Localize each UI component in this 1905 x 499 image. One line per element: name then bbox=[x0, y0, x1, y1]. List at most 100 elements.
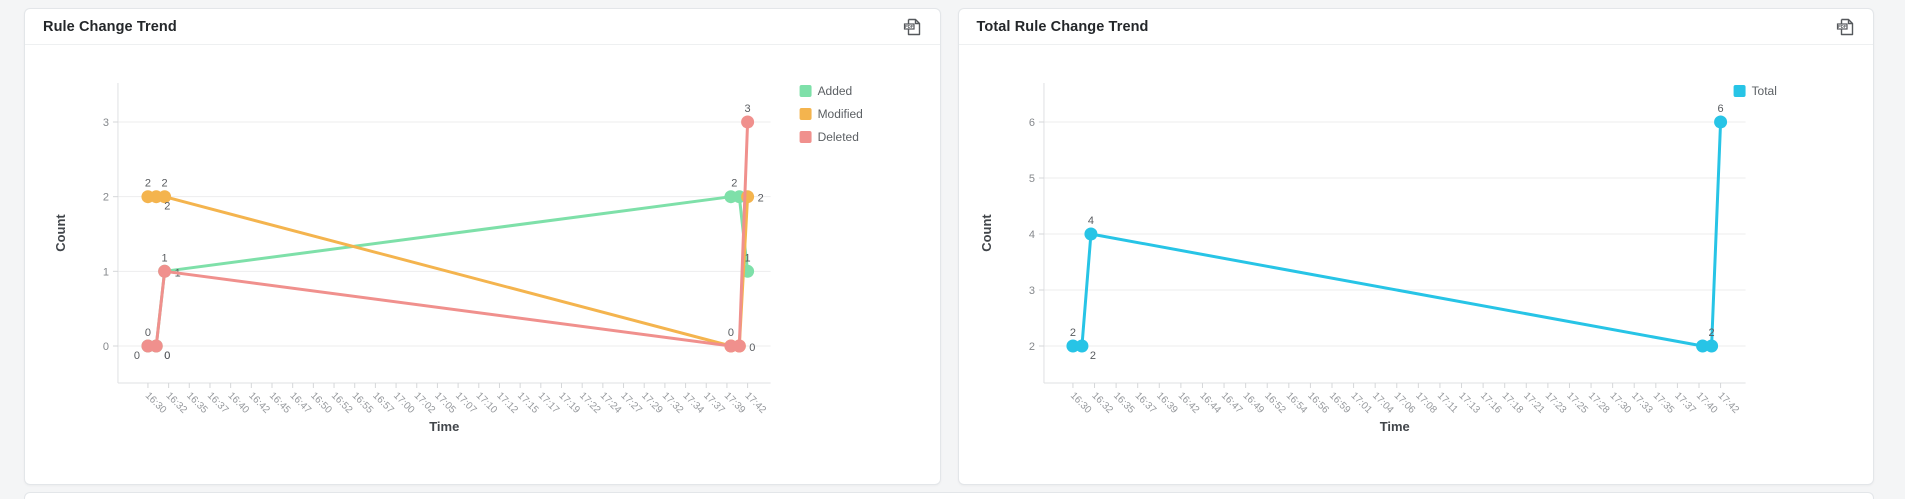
x-axis-label: Time bbox=[429, 419, 459, 434]
dashboard-row: Rule Change Trend PDF 0 1 2 3 16:30 16:32 16:3… bbox=[24, 8, 1874, 485]
data-point-label: 2 bbox=[1089, 350, 1095, 362]
svg-text:16:47: 16:47 bbox=[288, 390, 314, 416]
data-point-label: 0 bbox=[749, 342, 755, 354]
svg-text:17:02: 17:02 bbox=[412, 390, 438, 416]
svg-text:16:47: 16:47 bbox=[1218, 390, 1244, 416]
x-axis-label: Time bbox=[1379, 419, 1409, 434]
panel-header: Rule Change Trend PDF bbox=[25, 9, 940, 45]
data-point-label: 0 bbox=[145, 327, 151, 339]
x-axis-ticks: 16:3016:3216:3516:3716:4016:4216:4516:47… bbox=[143, 383, 768, 416]
data-point[interactable] bbox=[149, 339, 163, 353]
pdf-export-icon: PDF bbox=[903, 18, 920, 35]
data-point-label: 2 bbox=[145, 178, 151, 190]
svg-text:17:30: 17:30 bbox=[1607, 390, 1633, 416]
svg-text:17:25: 17:25 bbox=[1564, 390, 1590, 416]
data-point[interactable] bbox=[1083, 227, 1097, 241]
data-point[interactable] bbox=[732, 339, 746, 353]
svg-text:17:24: 17:24 bbox=[598, 390, 624, 416]
svg-text:17:35: 17:35 bbox=[1650, 390, 1676, 416]
svg-text:16:39: 16:39 bbox=[1154, 390, 1180, 416]
svg-text:17:29: 17:29 bbox=[639, 390, 665, 416]
data-point[interactable] bbox=[1713, 115, 1727, 129]
svg-text:16:55: 16:55 bbox=[350, 390, 376, 416]
export-pdf-button[interactable]: PDF bbox=[900, 14, 926, 40]
data-point-label: 1 bbox=[162, 252, 168, 264]
data-point[interactable] bbox=[1074, 339, 1088, 353]
series-deleted: 0 0 1 0 0 3 bbox=[141, 103, 755, 362]
data-point[interactable] bbox=[158, 264, 172, 278]
svg-text:16:30: 16:30 bbox=[143, 390, 169, 416]
svg-text:2: 2 bbox=[1028, 341, 1034, 353]
data-point[interactable] bbox=[158, 190, 172, 204]
export-pdf-button[interactable]: PDF bbox=[1833, 14, 1859, 40]
data-point-label: 2 bbox=[162, 178, 168, 190]
svg-text:PDF: PDF bbox=[1838, 24, 1847, 29]
svg-text:17:27: 17:27 bbox=[618, 390, 644, 416]
legend-item-modified[interactable]: Modified bbox=[799, 107, 863, 121]
axes bbox=[1042, 83, 1746, 384]
data-point[interactable] bbox=[1704, 339, 1718, 353]
data-point[interactable] bbox=[1065, 339, 1079, 353]
svg-text:4: 4 bbox=[1028, 229, 1034, 241]
legend-item-deleted[interactable]: Deleted bbox=[799, 130, 859, 144]
data-point-label: 0 bbox=[134, 350, 140, 362]
data-point-label: 1 bbox=[745, 252, 751, 264]
data-point-label: 2 bbox=[164, 201, 170, 213]
total-rule-change-trend-chart: 2 3 4 5 6 16:3016:3216:3516:3716:3916:4216:44… bbox=[978, 83, 1776, 434]
svg-text:0: 0 bbox=[103, 341, 109, 353]
svg-text:17:04: 17:04 bbox=[1370, 390, 1396, 416]
svg-text:17:00: 17:00 bbox=[391, 390, 417, 416]
svg-text:17:42: 17:42 bbox=[742, 390, 768, 416]
svg-text:17:01: 17:01 bbox=[1348, 390, 1374, 416]
svg-text:17:37: 17:37 bbox=[1672, 390, 1698, 416]
svg-text:2: 2 bbox=[103, 192, 109, 204]
grid-lines bbox=[1043, 121, 1746, 347]
legend-swatch bbox=[799, 85, 812, 97]
data-point[interactable] bbox=[741, 115, 755, 129]
svg-text:17:23: 17:23 bbox=[1542, 390, 1568, 416]
svg-text:PDF: PDF bbox=[905, 24, 914, 29]
svg-text:17:15: 17:15 bbox=[515, 390, 541, 416]
svg-text:16:49: 16:49 bbox=[1240, 390, 1266, 416]
svg-text:17:33: 17:33 bbox=[1629, 390, 1655, 416]
svg-text:16:50: 16:50 bbox=[308, 390, 334, 416]
svg-text:16:37: 16:37 bbox=[205, 390, 231, 416]
y-axis-ticks: 2 3 4 5 6 bbox=[1028, 117, 1044, 353]
data-point-label: 2 bbox=[758, 193, 764, 205]
svg-text:16:52: 16:52 bbox=[329, 390, 355, 416]
panel-total-rule-change-trend: Total Rule Change Trend PDF 2 3 4 5 6 16:30 16… bbox=[957, 8, 1874, 485]
svg-text:17:37: 17:37 bbox=[701, 390, 727, 416]
axes bbox=[117, 83, 771, 384]
legend-swatch bbox=[799, 131, 812, 143]
panel-header: Total Rule Change Trend PDF bbox=[958, 9, 1873, 45]
svg-text:17:39: 17:39 bbox=[722, 390, 748, 416]
data-point[interactable] bbox=[1695, 339, 1709, 353]
legend-swatch bbox=[799, 108, 812, 120]
svg-text:16:56: 16:56 bbox=[1305, 390, 1331, 416]
svg-text:16:37: 16:37 bbox=[1132, 390, 1158, 416]
data-point[interactable] bbox=[741, 190, 755, 204]
y-axis-label: Count bbox=[978, 214, 993, 252]
svg-text:17:21: 17:21 bbox=[1521, 390, 1547, 416]
svg-text:3: 3 bbox=[103, 117, 109, 129]
next-panel-top-edge bbox=[24, 492, 1874, 499]
svg-text:17:19: 17:19 bbox=[556, 390, 582, 416]
data-point-label: 2 bbox=[731, 178, 737, 190]
svg-text:17:11: 17:11 bbox=[1434, 390, 1459, 415]
legend-item-total[interactable]: Total bbox=[1733, 84, 1776, 98]
svg-text:16:57: 16:57 bbox=[370, 390, 396, 416]
chart-area: 0 1 2 3 16:30 16:32 16:35 16:37 16:40 16:42 16:45 1… bbox=[25, 45, 940, 483]
data-point-label: 2 bbox=[1069, 327, 1075, 339]
svg-text:16:32: 16:32 bbox=[163, 390, 189, 416]
svg-text:17:34: 17:34 bbox=[680, 390, 706, 416]
svg-text:17:16: 17:16 bbox=[1477, 390, 1503, 416]
x-axis-ticks: 16:3016:3216:3516:3716:3916:4216:4416:47… bbox=[1067, 383, 1741, 416]
svg-text:17:17: 17:17 bbox=[536, 390, 562, 416]
y-axis-label: Count bbox=[53, 214, 68, 252]
pdf-export-icon: PDF bbox=[1836, 18, 1854, 35]
legend-item-added[interactable]: Added bbox=[799, 84, 853, 98]
svg-text:17:32: 17:32 bbox=[660, 390, 686, 416]
data-point-label: 4 bbox=[1087, 215, 1093, 227]
svg-text:3: 3 bbox=[1028, 285, 1034, 297]
svg-text:17:12: 17:12 bbox=[494, 390, 520, 416]
